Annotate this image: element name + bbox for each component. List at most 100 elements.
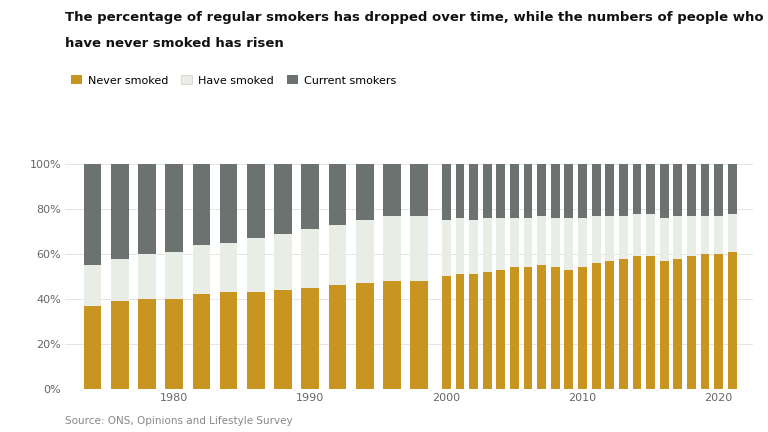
Bar: [356, 283, 373, 389]
Bar: [510, 164, 519, 218]
Bar: [551, 164, 560, 218]
Bar: [165, 299, 183, 389]
Bar: [700, 216, 710, 254]
Bar: [483, 218, 492, 272]
Bar: [84, 265, 101, 306]
Bar: [455, 218, 465, 274]
Bar: [383, 164, 401, 216]
Bar: [138, 299, 156, 389]
Bar: [714, 164, 723, 216]
Bar: [193, 164, 210, 245]
Bar: [483, 164, 492, 218]
Bar: [674, 164, 682, 216]
Bar: [660, 164, 669, 218]
Bar: [538, 265, 546, 389]
Bar: [551, 267, 560, 389]
Bar: [510, 218, 519, 267]
Bar: [247, 164, 265, 238]
Bar: [442, 276, 451, 389]
Bar: [111, 258, 128, 301]
Bar: [510, 267, 519, 389]
Bar: [274, 164, 292, 234]
Bar: [700, 164, 710, 216]
Bar: [84, 164, 101, 265]
Bar: [646, 213, 655, 256]
Bar: [469, 274, 478, 389]
Text: have never smoked has risen: have never smoked has risen: [65, 37, 284, 50]
Bar: [591, 263, 601, 389]
Bar: [165, 252, 183, 299]
Bar: [410, 164, 428, 216]
Bar: [329, 164, 346, 225]
Bar: [383, 216, 401, 281]
Bar: [301, 229, 319, 288]
Bar: [193, 295, 210, 389]
Bar: [538, 164, 546, 216]
Bar: [442, 220, 451, 276]
Bar: [714, 216, 723, 254]
Legend: Never smoked, Have smoked, Current smokers: Never smoked, Have smoked, Current smoke…: [71, 75, 396, 86]
Bar: [591, 216, 601, 263]
Bar: [524, 164, 532, 218]
Bar: [247, 238, 265, 292]
Bar: [410, 216, 428, 281]
Bar: [728, 252, 737, 389]
Bar: [538, 216, 546, 265]
Bar: [605, 261, 614, 389]
Bar: [591, 164, 601, 216]
Bar: [605, 164, 614, 216]
Bar: [564, 270, 574, 389]
Bar: [524, 218, 532, 267]
Bar: [469, 164, 478, 220]
Bar: [356, 220, 373, 283]
Bar: [687, 216, 696, 256]
Bar: [605, 216, 614, 261]
Bar: [646, 164, 655, 213]
Bar: [274, 234, 292, 290]
Bar: [247, 292, 265, 389]
Bar: [469, 220, 478, 274]
Bar: [356, 164, 373, 220]
Bar: [455, 274, 465, 389]
Bar: [410, 281, 428, 389]
Bar: [578, 164, 587, 218]
Bar: [483, 272, 492, 389]
Bar: [442, 164, 451, 220]
Bar: [728, 213, 737, 252]
Bar: [619, 216, 627, 258]
Bar: [220, 243, 237, 292]
Text: The percentage of regular smokers has dropped over time, while the numbers of pe: The percentage of regular smokers has dr…: [65, 11, 764, 24]
Bar: [220, 292, 237, 389]
Bar: [619, 164, 627, 216]
Bar: [646, 256, 655, 389]
Bar: [301, 164, 319, 229]
Bar: [84, 306, 101, 389]
Bar: [578, 218, 587, 267]
Bar: [274, 290, 292, 389]
Bar: [301, 288, 319, 389]
Bar: [674, 258, 682, 389]
Bar: [660, 218, 669, 261]
Bar: [220, 164, 237, 243]
Bar: [138, 164, 156, 254]
Bar: [564, 218, 574, 270]
Bar: [138, 254, 156, 299]
Bar: [329, 286, 346, 389]
Bar: [564, 164, 574, 218]
Bar: [496, 164, 505, 218]
Bar: [455, 164, 465, 218]
Bar: [383, 281, 401, 389]
Bar: [496, 218, 505, 270]
Bar: [524, 267, 532, 389]
Bar: [714, 254, 723, 389]
Bar: [674, 216, 682, 258]
Bar: [165, 164, 183, 252]
Bar: [578, 267, 587, 389]
Bar: [551, 218, 560, 267]
Text: Source: ONS, Opinions and Lifestyle Survey: Source: ONS, Opinions and Lifestyle Surv…: [65, 416, 293, 426]
Bar: [111, 301, 128, 389]
Bar: [633, 256, 641, 389]
Bar: [193, 245, 210, 295]
Bar: [728, 164, 737, 213]
Bar: [496, 270, 505, 389]
